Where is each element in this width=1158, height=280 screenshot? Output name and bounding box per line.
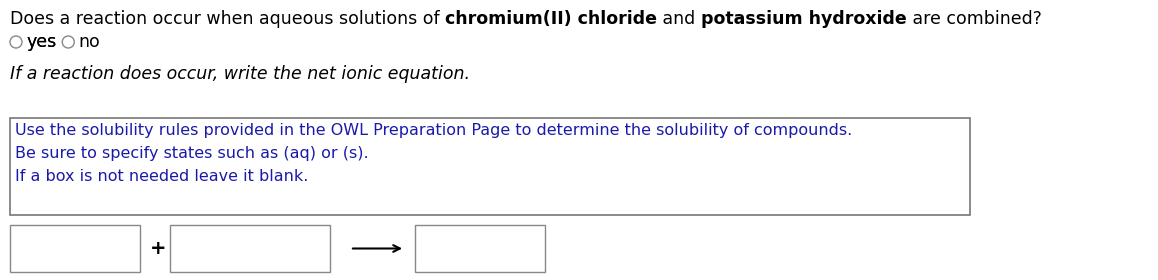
Bar [170, 225, 330, 272]
Text: +: + [151, 239, 167, 258]
Text: yes: yes [25, 33, 57, 51]
Text: chromium(II) chloride: chromium(II) chloride [445, 10, 657, 28]
Text: are combined?: are combined? [907, 10, 1041, 28]
Text: Use the solubility rules provided in the OWL Preparation Page to determine the s: Use the solubility rules provided in the… [15, 123, 852, 138]
Text: If a box is not needed leave it blank.: If a box is not needed leave it blank. [15, 169, 308, 184]
Bar [10, 118, 970, 215]
Bar [415, 225, 545, 272]
Text: no: no [79, 33, 100, 51]
Bar [10, 225, 140, 272]
Text: and: and [657, 10, 701, 28]
Text: Does a reaction occur when aqueous solutions of: Does a reaction occur when aqueous solut… [10, 10, 445, 28]
Text: If a reaction does occur, write the net ionic equation.: If a reaction does occur, write the net … [10, 65, 470, 83]
Text: yes: yes [25, 33, 57, 51]
Text: Be sure to specify states such as (aq) or (s).: Be sure to specify states such as (aq) o… [15, 146, 368, 161]
Text: potassium hydroxide: potassium hydroxide [701, 10, 907, 28]
